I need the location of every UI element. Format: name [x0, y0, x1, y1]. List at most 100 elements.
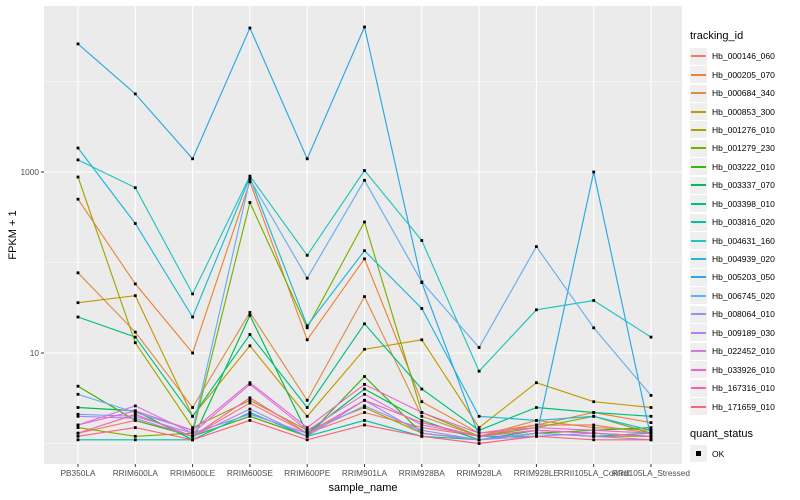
- data-point: [363, 178, 366, 182]
- data-point: [76, 431, 80, 435]
- data-point: [76, 406, 80, 409]
- data-point: [363, 375, 366, 378]
- data-point: [420, 419, 424, 422]
- legend-key: [690, 250, 707, 268]
- legend-entry-Hb_003337_070: Hb_003337_070: [690, 176, 800, 194]
- data-point: [363, 392, 366, 396]
- data-point: [477, 426, 481, 429]
- data-point: [248, 344, 252, 348]
- data-point: [133, 335, 137, 339]
- legend-key: [690, 324, 707, 342]
- data-point: [133, 92, 137, 96]
- legend-key-line-icon: [691, 276, 706, 279]
- data-point: [535, 406, 538, 409]
- data-point: [649, 438, 653, 442]
- data-point: [191, 315, 194, 319]
- data-point: [248, 176, 252, 179]
- legend-entry-label: Hb_004939_020: [712, 254, 775, 265]
- data-point: [649, 335, 653, 339]
- data-point: [133, 330, 137, 334]
- legend-entry-label: Hb_009189_030: [712, 327, 775, 338]
- legend-title-quant-status: quant_status: [690, 427, 753, 440]
- legend-entry-Hb_171659_010: Hb_171659_010: [690, 397, 800, 416]
- legend-entry-Hb_003222_010: Hb_003222_010: [690, 158, 800, 176]
- legend-key-line-icon: [691, 92, 706, 95]
- data-point: [420, 421, 424, 424]
- x-tick-label: RRIM928LE: [514, 468, 560, 478]
- data-point: [76, 146, 80, 150]
- legend-key: [690, 361, 707, 379]
- legend-key-line-icon: [691, 313, 706, 316]
- x-tick-label: RRII105LA_Control: [558, 468, 630, 478]
- legend-key-line-icon: [691, 350, 706, 353]
- legend-key-line-icon: [691, 55, 706, 58]
- data-point: [191, 428, 194, 432]
- legend-entry-label: Hb_000205_070: [712, 69, 775, 80]
- legend-entry-Hb_001276_010: Hb_001276_010: [690, 121, 800, 139]
- data-point: [191, 406, 194, 409]
- legend-entry-Hb_000205_070: Hb_000205_070: [690, 65, 800, 84]
- data-point: [649, 426, 653, 429]
- data-point: [535, 434, 538, 438]
- legend-key: [690, 158, 707, 176]
- data-point: [420, 239, 424, 242]
- legend-entry-label: Hb_000684_340: [712, 88, 775, 99]
- legend-key-line-icon: [691, 202, 706, 205]
- legend-key-line-icon: [691, 331, 706, 334]
- data-point: [420, 423, 424, 427]
- legend-key-line-icon: [691, 405, 706, 408]
- data-point: [248, 180, 252, 184]
- data-point: [420, 414, 424, 418]
- data-point: [248, 396, 252, 400]
- legend-key: [690, 342, 707, 360]
- legend-key: [690, 305, 707, 323]
- data-point: [477, 414, 481, 418]
- data-point: [363, 25, 366, 29]
- data-point: [477, 346, 481, 349]
- y-axis-title: FPKM + 1: [7, 210, 19, 260]
- data-point: [649, 431, 653, 435]
- data-point: [477, 442, 481, 445]
- data-point: [535, 419, 538, 422]
- legend-entry-Hb_005203_050: Hb_005203_050: [690, 268, 800, 286]
- data-point: [248, 333, 252, 336]
- data-point: [305, 406, 309, 409]
- legend-entry-label: Hb_001276_010: [712, 124, 775, 135]
- legend-key: [690, 195, 707, 213]
- legend-key: [690, 84, 707, 102]
- legend-entry-label: Hb_003337_070: [712, 180, 775, 191]
- legend-key-line-icon: [691, 258, 706, 261]
- data-point: [649, 414, 653, 418]
- data-point: [420, 338, 424, 342]
- data-point: [133, 412, 137, 416]
- data-point: [477, 369, 481, 373]
- data-point: [305, 398, 309, 402]
- data-point: [477, 434, 481, 438]
- legend-entry-Hb_004939_020: Hb_004939_020: [690, 250, 800, 268]
- data-point: [248, 414, 252, 418]
- legend: tracking_id Hb_000146_060 Hb_000205_070 Hb…: [690, 30, 800, 463]
- legend-key: [690, 139, 707, 157]
- data-point: [363, 387, 366, 391]
- legend-entry-label: Hb_008064_010: [712, 309, 775, 320]
- data-point: [305, 426, 309, 429]
- data-point: [133, 282, 137, 286]
- data-point: [420, 434, 424, 438]
- legend-key: [690, 379, 707, 397]
- data-point: [305, 438, 309, 442]
- data-point: [133, 438, 137, 442]
- data-point: [248, 311, 252, 314]
- data-point: [477, 431, 481, 435]
- legend-entry-Hb_004631_160: Hb_004631_160: [690, 231, 800, 250]
- legend-entry-Hb_008064_010: Hb_008064_010: [690, 305, 800, 323]
- legend-entry-label: Hb_000146_060: [712, 51, 775, 62]
- data-point: [248, 26, 252, 30]
- legend-entry-label: Hb_022452_010: [712, 346, 775, 357]
- panel-background: [44, 6, 682, 464]
- data-point: [535, 381, 538, 385]
- data-point: [592, 428, 596, 432]
- data-point: [76, 301, 80, 305]
- data-point: [420, 400, 424, 404]
